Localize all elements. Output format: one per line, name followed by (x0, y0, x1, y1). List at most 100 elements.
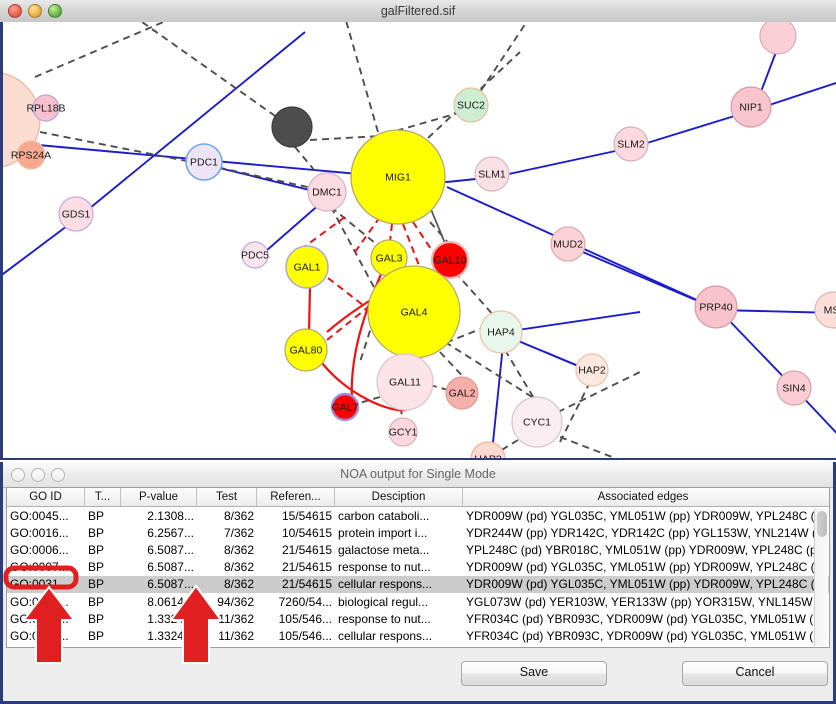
minimize-button[interactable] (31, 467, 45, 482)
edge-dashed (140, 22, 296, 131)
table-row[interactable]: GO:0045... BP 2.1308... 8/362 15/54615 carbon… (7, 507, 829, 524)
node-GAL4[interactable]: GAL4 (367, 265, 461, 359)
node-HAP4[interactable]: HAP4 (479, 310, 523, 354)
results-table[interactable]: GO ID T... P-value Test Referen... Desciption… (6, 487, 830, 648)
scrollbar-thumb[interactable] (817, 511, 827, 537)
node-CYC1[interactable]: CYC1 (511, 396, 563, 448)
close-button[interactable] (8, 4, 22, 18)
node-MUD2[interactable]: MUD2 (550, 226, 586, 262)
cell-go_id: GO:0031... (10, 611, 69, 626)
cell-edges: YER133W (pp) YOR315W, YNL145W (pd) YHR08… (463, 646, 823, 647)
table-body[interactable]: GO:0045... BP 2.1308... 8/362 15/54615 carbon… (7, 507, 829, 647)
column-header-1[interactable]: T... (85, 488, 121, 506)
node-label: GAL1 (294, 261, 321, 273)
noa-title: NOA output for Single Mode (340, 467, 496, 481)
node-GCY1[interactable]: GCY1 (388, 417, 418, 447)
node-DMC1[interactable]: DMC1 (307, 172, 347, 212)
edge-dashed (473, 22, 528, 102)
node-label: MIG1 (385, 171, 411, 183)
node-HAP2[interactable]: HAP2 (575, 353, 609, 387)
node-GAL80[interactable]: GAL80 (284, 328, 328, 372)
cell-description: biological regul... (338, 594, 429, 609)
table-row[interactable]: GO:0006... BP 6.5087... 8/362 21/54615 galact… (7, 541, 829, 558)
node-GAL7[interactable]: GAL7 (330, 392, 360, 422)
node-GDS1[interactable]: GDS1 (58, 196, 94, 232)
node-SLM1[interactable]: SLM1 (474, 156, 510, 192)
page-title: galFiltered.sif (380, 4, 456, 18)
table-row[interactable]: GO:0031... BP 1.3324... 11/362 105/546... cel… (7, 627, 829, 644)
node-PDC5[interactable]: PDC5 (241, 241, 269, 269)
edge-dashed (439, 351, 469, 383)
node-MSI[interactable]: MSI (814, 291, 836, 329)
table-scrollbar[interactable] (814, 508, 828, 646)
cell-description: protein import i... (338, 525, 428, 540)
cancel-button[interactable]: Cancel (682, 661, 828, 686)
zoom-button[interactable] (48, 4, 62, 18)
column-header-5[interactable]: Desciption (335, 488, 463, 506)
noa-window-controls (11, 467, 65, 482)
table-row[interactable]: GO:0031... BP 6.5087... 8/362 21/54615 cellul… (7, 575, 829, 593)
table-row[interactable]: GO:0050...BP1.428E...80/3625778/54...reg… (7, 645, 829, 647)
cell-go_id: GO:0007... (10, 560, 69, 575)
column-header-0[interactable]: GO ID (7, 488, 85, 506)
node-grey[interactable] (271, 106, 313, 148)
cell-reference: 10/54615 (281, 525, 332, 540)
node-RPS24A[interactable]: RPS24A (11, 140, 51, 170)
noa-body: GO ID T... P-value Test Referen... Desciption… (3, 487, 833, 701)
cell-description: galactose meta... (338, 542, 430, 557)
zoom-button[interactable] (51, 467, 65, 482)
node-label: RPL18B (26, 102, 65, 114)
node-SIN4[interactable]: SIN4 (776, 370, 812, 406)
cell-edges: YDR244W (pp) YDR142C, YDR142C (pp) YGL15… (466, 525, 823, 540)
minimize-button[interactable] (28, 4, 42, 18)
column-header-4[interactable]: Referen... (257, 488, 335, 506)
node-NIP1[interactable]: NIP1 (730, 86, 772, 128)
noa-dialog: NOA output for Single Mode GO ID T... P-va… (0, 462, 836, 704)
node-GAL2[interactable]: GAL2 (445, 376, 479, 410)
table-row[interactable]: GO:0065... BP 8.0614... 94/362 7260/54... bio… (7, 593, 829, 610)
node-top-right-pink[interactable] (759, 22, 797, 55)
node-RPL18B[interactable]: RPL18B (26, 94, 66, 122)
node-HAP3[interactable]: HAP3 (470, 441, 506, 458)
node-label: GAL3 (376, 252, 403, 264)
cell-type: BP (88, 508, 105, 523)
node-label: HAP4 (487, 326, 515, 338)
close-button[interactable] (11, 467, 25, 482)
cell-test: 80/362 (197, 646, 257, 647)
network-canvas[interactable]: RPL18B RPS24A GDS1 PDC1 PDC5 DMC1 SUC2 MIG1 SLM1… (0, 22, 836, 458)
node-PRP40[interactable]: PRP40 (694, 285, 738, 329)
node-PDC1[interactable]: PDC1 (185, 143, 223, 181)
node-label: CYC1 (523, 416, 551, 428)
edge-dashed (392, 359, 404, 423)
table-row[interactable]: GO:0007... BP 6.5087... 8/362 21/54615 respon… (7, 559, 829, 576)
node-GAL1[interactable]: GAL1 (285, 245, 329, 289)
cell-description: cellular respons... (338, 577, 433, 592)
node-GAL10[interactable]: GAL10 (430, 240, 470, 280)
column-header-2[interactable]: P-value (121, 488, 197, 506)
network-nodes[interactable]: RPL18B RPS24A GDS1 PDC1 PDC5 DMC1 SUC2 MIG1 SLM1… (0, 22, 836, 458)
main-title-bar[interactable]: galFiltered.sif (0, 0, 836, 23)
node-SUC2[interactable]: SUC2 (453, 87, 489, 123)
table-row[interactable]: GO:0031... BP 1.3324... 11/362 105/546... res… (7, 610, 829, 627)
column-header-3[interactable]: Test (197, 488, 257, 506)
cell-pvalue: 1.428E... (121, 646, 197, 647)
edge-red-dashed (326, 303, 373, 341)
node-GAL11[interactable]: GAL11 (376, 353, 434, 411)
node-label: HAP3 (474, 453, 502, 458)
edge-dashed (454, 271, 496, 318)
noa-title-bar[interactable]: NOA output for Single Mode (3, 462, 833, 488)
edge-dashed (559, 436, 618, 458)
table-header-row[interactable]: GO ID T... P-value Test Referen... Desciption… (7, 488, 829, 507)
node-SLM2[interactable]: SLM2 (613, 126, 649, 162)
node-GAL3[interactable]: GAL3 (370, 239, 408, 277)
edge-blue (503, 311, 641, 333)
save-button[interactable]: Save (461, 661, 607, 686)
node-MIG1[interactable]: MIG1 (350, 129, 446, 225)
column-header-6[interactable]: Associated edges (597, 491, 689, 503)
network-graph[interactable]: RPL18B RPS24A GDS1 PDC1 PDC5 DMC1 SUC2 MIG1 SLM1… (0, 22, 836, 458)
node-label: GDS1 (62, 208, 91, 220)
table-row[interactable]: GO:0016... BP 6.2567... 7/362 10/54615 protei… (7, 524, 829, 541)
edge-red-dashed (402, 223, 421, 269)
cell-type: BP (88, 525, 105, 540)
cell-test: 8/362 (223, 577, 254, 592)
